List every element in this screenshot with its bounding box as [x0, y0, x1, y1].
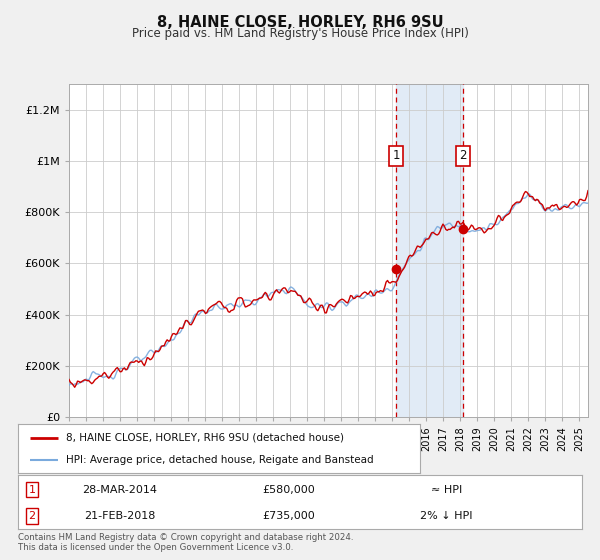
Text: 8, HAINE CLOSE, HORLEY, RH6 9SU: 8, HAINE CLOSE, HORLEY, RH6 9SU	[157, 15, 443, 30]
Text: 21-FEB-2018: 21-FEB-2018	[84, 511, 155, 521]
Text: ≈ HPI: ≈ HPI	[431, 484, 462, 494]
Text: £735,000: £735,000	[262, 511, 315, 521]
Text: Contains HM Land Registry data © Crown copyright and database right 2024.: Contains HM Land Registry data © Crown c…	[18, 533, 353, 542]
Text: This data is licensed under the Open Government Licence v3.0.: This data is licensed under the Open Gov…	[18, 543, 293, 552]
Text: 28-MAR-2014: 28-MAR-2014	[82, 484, 157, 494]
Text: HPI: Average price, detached house, Reigate and Banstead: HPI: Average price, detached house, Reig…	[66, 455, 374, 465]
Text: Price paid vs. HM Land Registry's House Price Index (HPI): Price paid vs. HM Land Registry's House …	[131, 27, 469, 40]
Text: 2: 2	[29, 511, 35, 521]
Text: £580,000: £580,000	[262, 484, 315, 494]
Text: 2: 2	[459, 150, 466, 162]
Text: 1: 1	[29, 484, 35, 494]
Text: 8, HAINE CLOSE, HORLEY, RH6 9SU (detached house): 8, HAINE CLOSE, HORLEY, RH6 9SU (detache…	[66, 433, 344, 443]
Text: 1: 1	[392, 150, 400, 162]
Text: 2% ↓ HPI: 2% ↓ HPI	[421, 511, 473, 521]
Bar	[397, 84, 463, 417]
